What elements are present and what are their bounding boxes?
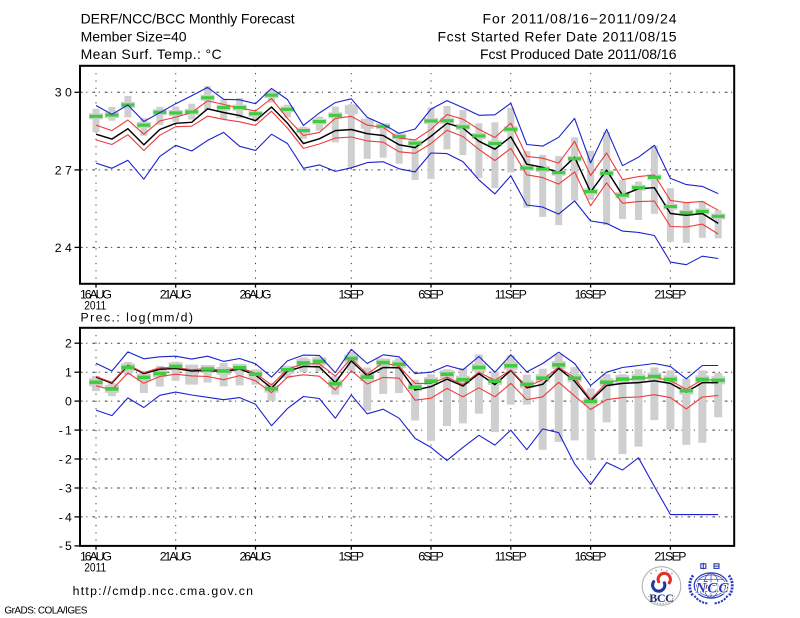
svg-text:http://cmdp.ncc.cma.gov.cn: http://cmdp.ncc.cma.gov.cn: [73, 584, 254, 598]
svg-text:Prec.: log(mm/d): Prec.: log(mm/d): [81, 311, 194, 325]
svg-text:2011: 2011: [84, 300, 106, 313]
svg-text:-3: -3: [59, 481, 72, 495]
svg-text:-1: -1: [59, 423, 72, 437]
svg-text:16SEP: 16SEP: [575, 287, 607, 301]
svg-text:Fcst Started Refer Date 2011/0: Fcst Started Refer Date 2011/08/15: [438, 28, 677, 44]
svg-text:BCC: BCC: [649, 591, 674, 605]
svg-text:21SEP: 21SEP: [654, 287, 686, 301]
svg-text:-4: -4: [59, 510, 72, 524]
svg-text:2011: 2011: [84, 562, 106, 575]
svg-text:16SEP: 16SEP: [575, 549, 607, 563]
svg-text:11SEP: 11SEP: [495, 287, 527, 301]
svg-text:GrADS: COLA/IGES: GrADS: COLA/IGES: [4, 606, 87, 617]
svg-text:6SEP: 6SEP: [418, 287, 444, 301]
svg-text:1SEP: 1SEP: [339, 549, 365, 563]
svg-text:For 2011/08/16−2011/09/24: For 2011/08/16−2011/09/24: [483, 11, 677, 27]
svg-text:Member Size=40: Member Size=40: [81, 28, 187, 44]
svg-text:16AUG: 16AUG: [80, 287, 112, 301]
svg-text:0: 0: [65, 395, 72, 409]
svg-text:26AUG: 26AUG: [240, 287, 272, 301]
svg-text:Fcst Produced Date 2011/08/16: Fcst Produced Date 2011/08/16: [480, 46, 677, 62]
svg-text:DERF/NCC/BCC Monthly Forecast: DERF/NCC/BCC Monthly Forecast: [81, 11, 295, 27]
svg-text:2: 2: [65, 337, 72, 351]
svg-text:1: 1: [65, 366, 72, 380]
svg-text:1SEP: 1SEP: [339, 287, 365, 301]
svg-text:21SEP: 21SEP: [654, 549, 686, 563]
svg-text:-2: -2: [59, 452, 72, 466]
svg-text:11SEP: 11SEP: [495, 549, 527, 563]
svg-text:6SEP: 6SEP: [418, 549, 444, 563]
svg-text:NCC: NCC: [695, 581, 730, 597]
svg-text:Mean Surf. Temp.: °C: Mean Surf. Temp.: °C: [81, 46, 222, 62]
svg-text:21AUG: 21AUG: [160, 287, 192, 301]
svg-text:16AUG: 16AUG: [80, 549, 112, 563]
svg-text:21AUG: 21AUG: [160, 549, 192, 563]
svg-text:26AUG: 26AUG: [240, 549, 272, 563]
svg-text:-5: -5: [59, 539, 72, 553]
